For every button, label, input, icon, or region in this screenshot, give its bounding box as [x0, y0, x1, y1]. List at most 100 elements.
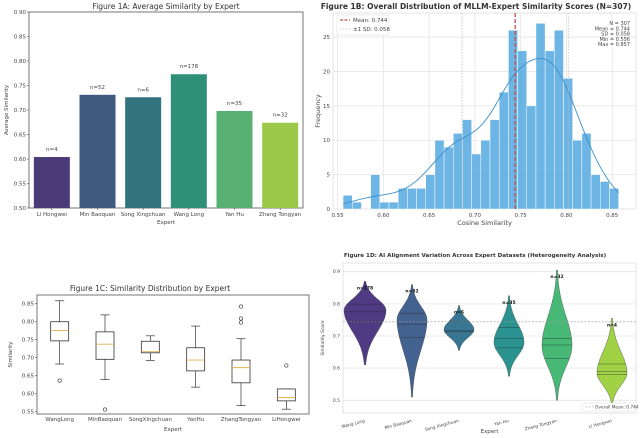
plot-area-1a [28, 11, 304, 209]
histogram-bar [397, 188, 408, 210]
outlier-point [103, 407, 108, 412]
box-iqr [231, 359, 251, 384]
y-tick-label-1a: 0.70 [14, 108, 27, 114]
box-wanglong [50, 300, 70, 383]
box-lihongwei [276, 363, 296, 410]
x-tick-label-1b: 0.55 [331, 213, 344, 219]
histogram-bar [581, 133, 592, 210]
violin-count-label: n=32 [550, 274, 563, 280]
bar-data-label: n=178 [180, 64, 199, 70]
y-axis-label-1d: Similarity Score [320, 320, 326, 356]
box-iqr [50, 321, 70, 342]
histogram-bar [609, 188, 619, 210]
x-tick-label-1a: Yan Hu [224, 212, 244, 218]
stats-text: N = 307 [609, 21, 630, 27]
box-zhangtongyan [231, 304, 251, 406]
bar-song-xingchuan [125, 97, 162, 208]
x-tick-label-1d: Li Hongwei [588, 418, 612, 430]
violin-min-baoquan [396, 284, 428, 398]
violin-count-label: n=35 [502, 300, 515, 306]
histogram-bar [554, 29, 564, 210]
violin-zhang-tongyan [541, 269, 573, 401]
bar-data-label: n=32 [273, 113, 288, 119]
histogram-bar [599, 181, 610, 210]
x-tick-label-1c: SongXingchuan [129, 417, 172, 423]
histogram-bar [508, 29, 518, 210]
y-tick-label-1a: 0.50 [14, 206, 27, 212]
y-tick-label-1d: 0.9 [333, 269, 340, 275]
chart-title-1a: Figure 1A: Average Similarity by Expert [92, 2, 239, 11]
histogram-bar [434, 139, 445, 210]
violin-li-hongwei [596, 318, 628, 406]
y-tick-label-1c: 0.55 [22, 410, 35, 416]
outlier-point [239, 320, 244, 325]
violin-count-label: n=6 [454, 309, 464, 315]
box-iqr [186, 347, 206, 372]
histogram-bar [370, 174, 381, 210]
x-axis-label-1d: Expert [480, 429, 499, 435]
x-tick-label-1b: 0.75 [515, 213, 528, 219]
outlier-point [284, 363, 289, 368]
x-tick-label-1a: Zhang Tongyan [259, 212, 302, 218]
y-axis-label-1b: Frequency [314, 94, 322, 128]
y-tick-label-1c: 0.80 [22, 319, 35, 325]
x-tick-label-1a: Min Baoquan [80, 212, 116, 218]
histogram-bar [489, 119, 500, 210]
histogram-bar [590, 174, 601, 210]
x-tick-label-1c: WangLong [45, 417, 74, 423]
y-tick-label-1b: 20 [323, 69, 330, 75]
x-tick-label-1c: MinBaoquan [88, 417, 123, 423]
violin-count-label: n=52 [405, 289, 418, 295]
y-tick-label-1d: 0.5 [333, 398, 340, 404]
violin-body [396, 284, 428, 398]
stats-text: Max = 0.857 [598, 42, 630, 48]
x-tick-label-1b: 0.85 [606, 213, 619, 219]
y-tick-label-1b: 25 [323, 35, 330, 41]
y-axis-label-1a: Average Similarity [4, 84, 10, 135]
y-tick-label-1c: 0.60 [22, 392, 35, 398]
y-tick-label-1a: 0.60 [14, 157, 27, 163]
violin-yan-hu [493, 295, 525, 377]
histogram-bar [443, 146, 454, 210]
histogram-bar [526, 105, 537, 210]
x-tick-label-1d: Yan Hu [493, 418, 510, 428]
y-tick-label-1b: 5 [327, 173, 331, 179]
histogram-bar [535, 23, 546, 210]
x-tick-label-1b: 0.70 [469, 213, 482, 219]
histogram-bar [471, 153, 482, 210]
histogram-bar [544, 50, 555, 210]
y-tick-label-1b: 0 [327, 207, 331, 213]
y-tick-label-1a: 0.85 [14, 35, 27, 41]
violin-body [493, 295, 525, 377]
histogram-bar [407, 188, 417, 210]
bar-wang-long [170, 74, 207, 208]
histogram-bar [572, 139, 583, 210]
x-tick-label-1a: Li Hongwei [37, 212, 68, 218]
violin-body [443, 305, 475, 351]
legend-mean-label: Mean: 0.744 [353, 18, 388, 24]
bar-data-label: n=52 [90, 85, 105, 91]
violin-wang-long [343, 281, 387, 366]
y-tick-label-1c: 0.75 [22, 337, 35, 343]
x-tick-label-1d: Song Xingchuan [424, 418, 460, 433]
y-tick-label-1a: 0.65 [14, 133, 27, 139]
violin-count-label: n=178 [357, 285, 373, 291]
chart-title-1c: Figure 1C: Similarity Distribution by Ex… [70, 284, 230, 293]
legend-mean-label-1d: Overall Mean: 0.744 [595, 405, 639, 411]
bar-data-label: n=4 [46, 147, 58, 153]
box-songxingchuan [140, 335, 160, 361]
violin-body [596, 318, 628, 406]
y-tick-label-1c: 0.85 [22, 301, 35, 307]
y-axis-label-1c: Similarity [8, 341, 14, 368]
histogram-bar [462, 119, 472, 210]
outlier-point [239, 304, 244, 309]
box-iqr [95, 331, 115, 360]
x-tick-label-1d: Wang Long [341, 418, 366, 430]
y-tick-label-1c: 0.70 [22, 356, 35, 362]
y-tick-label-1a: 0.90 [14, 10, 27, 16]
histogram-bar [425, 174, 436, 210]
y-tick-label-1a: 0.75 [14, 84, 27, 90]
violin-song-xingchuan [443, 305, 475, 351]
box-iqr [276, 388, 296, 402]
